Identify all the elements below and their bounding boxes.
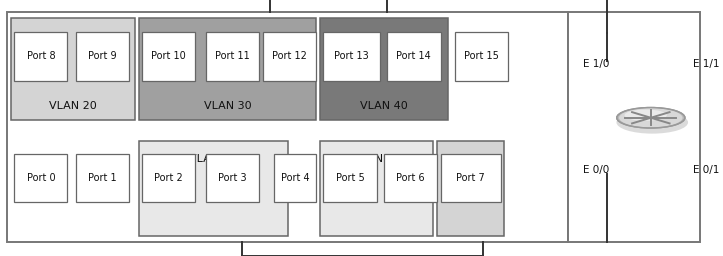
FancyBboxPatch shape: [7, 12, 568, 242]
FancyBboxPatch shape: [440, 154, 501, 202]
FancyBboxPatch shape: [206, 154, 260, 202]
FancyBboxPatch shape: [273, 154, 316, 202]
FancyBboxPatch shape: [320, 18, 448, 120]
Text: VLAN 40: VLAN 40: [360, 101, 408, 111]
Text: Port 13: Port 13: [334, 51, 369, 61]
Text: Port 7: Port 7: [456, 173, 485, 183]
Text: Port 4: Port 4: [281, 173, 309, 183]
FancyBboxPatch shape: [568, 12, 700, 242]
FancyBboxPatch shape: [142, 154, 195, 202]
FancyBboxPatch shape: [14, 154, 67, 202]
FancyBboxPatch shape: [142, 32, 195, 81]
FancyBboxPatch shape: [384, 154, 437, 202]
FancyBboxPatch shape: [320, 141, 433, 236]
FancyBboxPatch shape: [388, 32, 440, 81]
Text: Port 2: Port 2: [155, 173, 183, 183]
FancyBboxPatch shape: [206, 32, 260, 81]
Text: Port 1: Port 1: [88, 173, 117, 183]
Text: VLAN 10: VLAN 10: [353, 154, 401, 164]
Ellipse shape: [617, 108, 685, 128]
Text: Port 8: Port 8: [27, 51, 55, 61]
Text: Port 5: Port 5: [335, 173, 364, 183]
Text: Port 6: Port 6: [396, 173, 424, 183]
Text: Port 0: Port 0: [27, 173, 55, 183]
Text: Port 10: Port 10: [151, 51, 186, 61]
Text: Port 15: Port 15: [464, 51, 499, 61]
Ellipse shape: [625, 110, 667, 121]
Text: Port 9: Port 9: [88, 51, 117, 61]
FancyBboxPatch shape: [11, 18, 135, 120]
Text: E 0/1: E 0/1: [693, 165, 719, 175]
FancyBboxPatch shape: [437, 141, 505, 236]
FancyBboxPatch shape: [14, 32, 67, 81]
Ellipse shape: [617, 111, 688, 134]
Text: Port 3: Port 3: [218, 173, 247, 183]
FancyBboxPatch shape: [76, 154, 129, 202]
Text: E 0/0: E 0/0: [583, 165, 609, 175]
Text: VLAN 10: VLAN 10: [189, 154, 237, 164]
Text: VLAN 30: VLAN 30: [204, 101, 251, 111]
Text: Port 14: Port 14: [396, 51, 431, 61]
Text: E 1/1: E 1/1: [693, 59, 719, 69]
FancyBboxPatch shape: [76, 32, 129, 81]
Text: VLAN 20: VLAN 20: [49, 101, 97, 111]
FancyBboxPatch shape: [139, 141, 288, 236]
FancyBboxPatch shape: [139, 18, 316, 120]
FancyBboxPatch shape: [263, 32, 316, 81]
Text: VLAN 20: VLAN 20: [447, 154, 495, 164]
Text: Port 11: Port 11: [215, 51, 250, 61]
FancyBboxPatch shape: [323, 32, 380, 81]
Ellipse shape: [619, 108, 683, 127]
FancyBboxPatch shape: [323, 154, 377, 202]
Text: Port 12: Port 12: [272, 51, 307, 61]
FancyBboxPatch shape: [455, 32, 508, 81]
Text: E 1/0: E 1/0: [583, 59, 609, 69]
